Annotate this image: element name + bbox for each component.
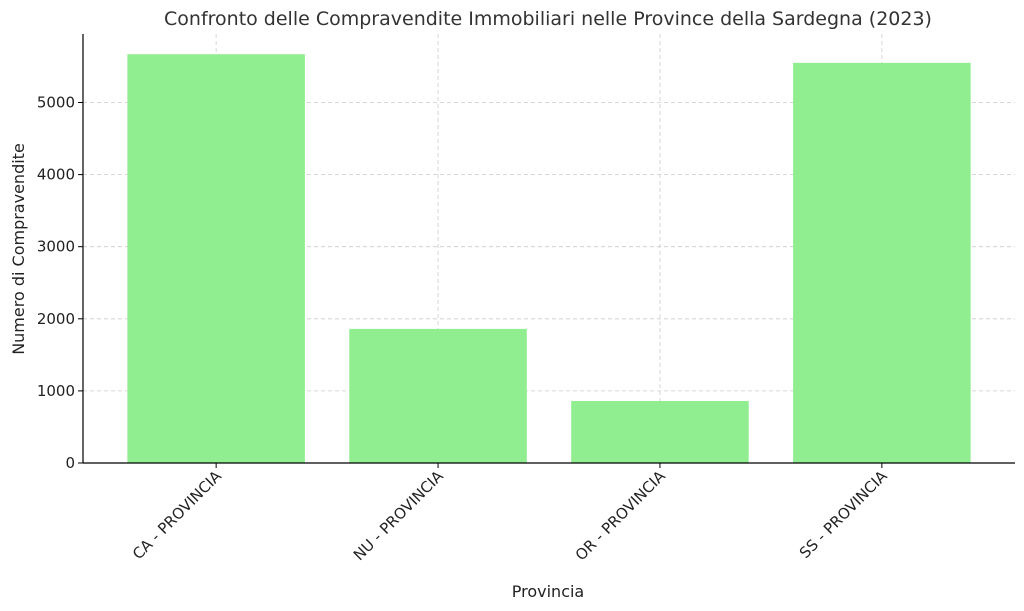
y-tick-label: 3000 [37,238,75,256]
y-tick-label: 1000 [37,382,75,400]
y-tick-label: 4000 [37,166,75,184]
y-axis-ticks: 0 1000 2000 3000 4000 5000 [37,93,83,472]
x-axis-label: Provincia [512,582,584,601]
bar-ss [793,62,971,464]
bar-or [571,400,749,463]
y-tick-label: 5000 [37,93,75,111]
bar-ca [127,54,305,464]
y-tick-label: 0 [65,454,75,472]
x-tick-label: CA - PROVINCIA [129,467,226,564]
x-axis-ticks: CA - PROVINCIA NU - PROVINCIA OR - PROVINC… [129,463,891,564]
y-axis-label: Numero di Compravendite [9,143,28,355]
y-tick-label: 2000 [37,310,75,328]
x-tick-label: SS - PROVINCIA [796,467,891,562]
axes [82,34,1015,464]
x-tick-label: NU - PROVINCIA [350,467,448,565]
bar-nu [349,328,527,463]
chart-title: Confronto delle Compravendite Immobiliar… [164,8,932,30]
bars [127,54,971,464]
x-tick-label: OR - PROVINCIA [572,467,670,565]
